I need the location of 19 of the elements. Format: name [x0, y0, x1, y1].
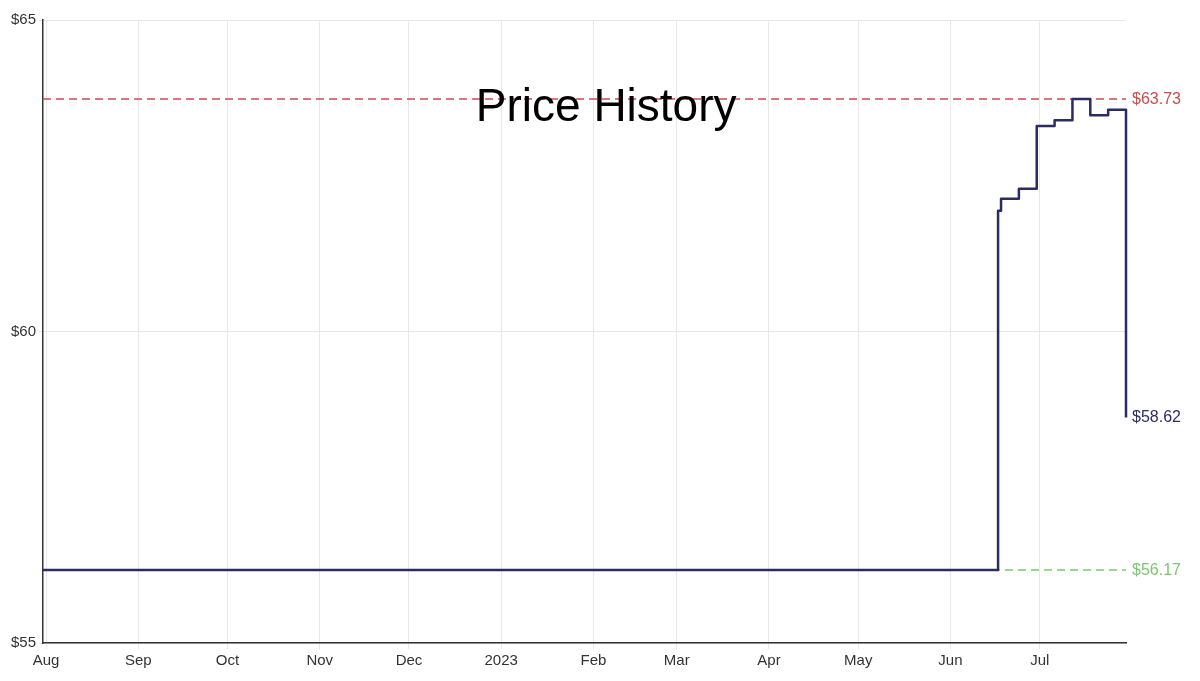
- x-tick-label: 2023: [484, 651, 518, 669]
- x-tick-label: Oct: [215, 651, 240, 669]
- x-tick-label: Sep: [124, 651, 152, 669]
- x-tick-label: Aug: [32, 651, 60, 669]
- ref-line-label: $63.73: [1132, 89, 1182, 107]
- text: Price History: [475, 78, 737, 131]
- x-tick-label: Feb: [580, 651, 607, 669]
- y-tick-label: $60: [11, 321, 37, 339]
- x-tick-label: Apr: [757, 651, 781, 669]
- ref-line-label: $56.17: [1132, 560, 1182, 578]
- y-tick-label: $55: [11, 633, 37, 651]
- x-tick-label: Nov: [306, 651, 334, 669]
- y-tick-label: $65: [11, 10, 37, 28]
- x-tick-label: Jul: [1030, 651, 1050, 669]
- x-tick-label: Dec: [395, 651, 423, 669]
- x-tick-label: Jun: [938, 651, 963, 669]
- x-tick-label: Mar: [663, 651, 690, 669]
- annotation: $58.62: [1132, 407, 1182, 425]
- x-tick-label: May: [844, 651, 873, 669]
